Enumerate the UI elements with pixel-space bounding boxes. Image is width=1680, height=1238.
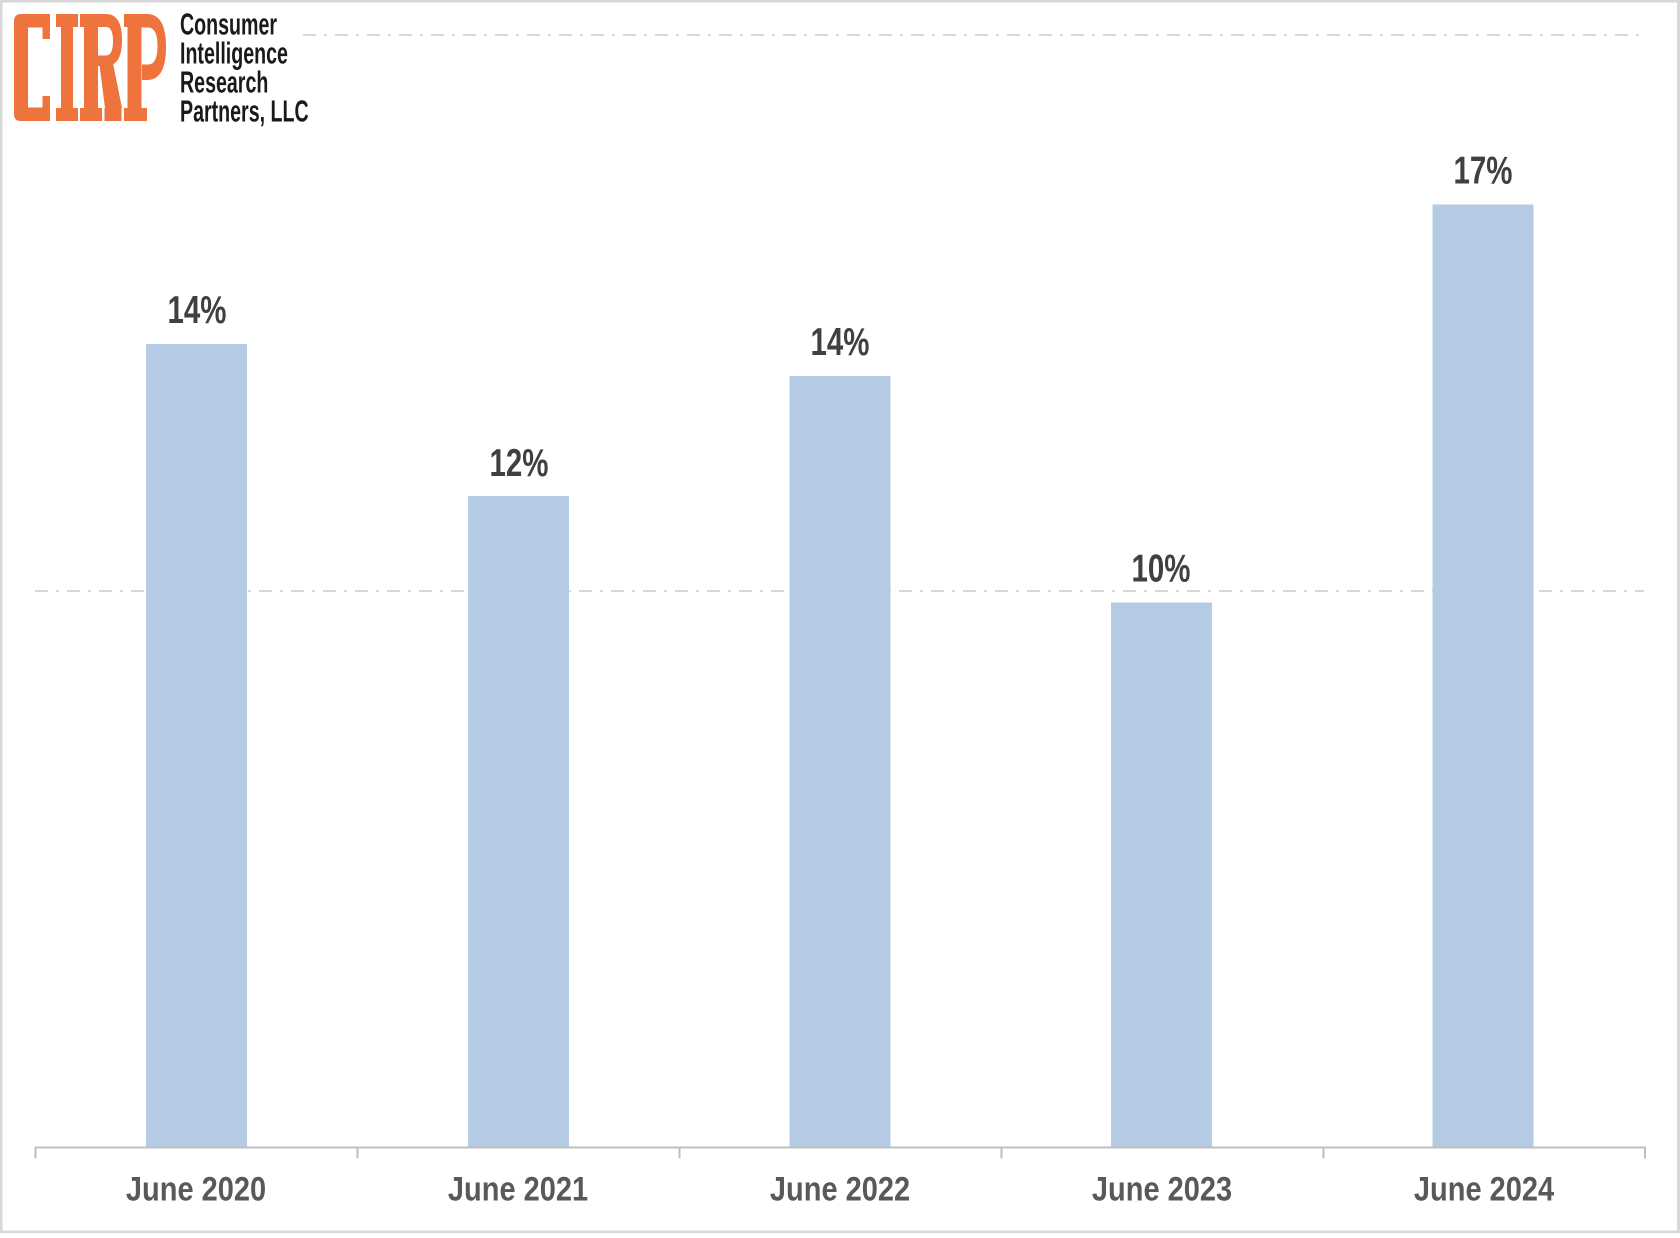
svg-text:Intelligence: Intelligence bbox=[180, 37, 288, 70]
svg-text:Partners, LLC: Partners, LLC bbox=[180, 95, 309, 128]
svg-text:June 2024: June 2024 bbox=[1414, 1169, 1554, 1208]
svg-text:June 2022: June 2022 bbox=[770, 1169, 910, 1208]
svg-text:Research: Research bbox=[180, 66, 268, 99]
svg-text:14%: 14% bbox=[168, 289, 227, 332]
svg-text:June 2021: June 2021 bbox=[448, 1169, 588, 1208]
svg-text:Consumer: Consumer bbox=[180, 8, 277, 41]
svg-text:14%: 14% bbox=[811, 321, 870, 364]
svg-text:17%: 17% bbox=[1454, 150, 1513, 193]
svg-text:June 2020: June 2020 bbox=[126, 1169, 266, 1208]
svg-text:12%: 12% bbox=[490, 442, 549, 485]
svg-text:June 2023: June 2023 bbox=[1092, 1169, 1232, 1208]
svg-text:10%: 10% bbox=[1132, 548, 1191, 591]
